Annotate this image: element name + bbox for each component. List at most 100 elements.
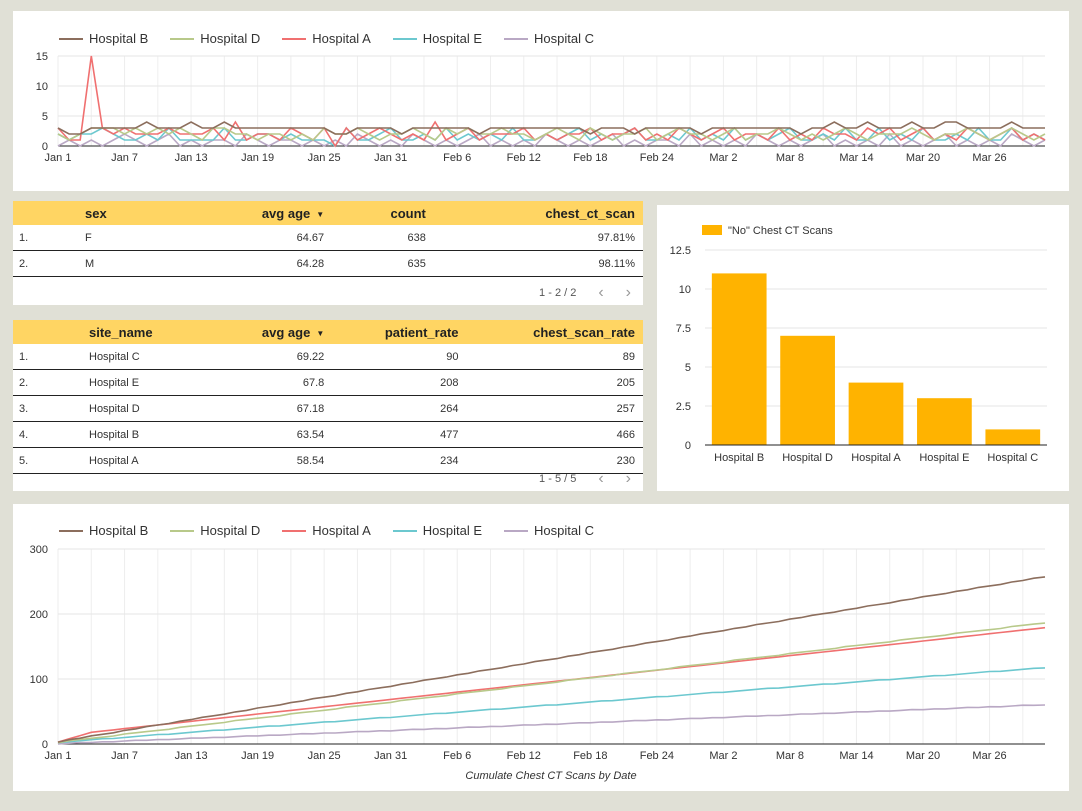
cell-avg-age: 63.54 (215, 421, 333, 448)
legend-item-hospital-a[interactable]: Hospital A (282, 31, 371, 46)
chart-legend: Hospital B Hospital D Hospital A Hospital E… (59, 523, 616, 538)
cell-chest-ct-scan: 97.81% (433, 225, 643, 251)
x-tick-label: Feb 18 (573, 750, 607, 762)
legend-item-hospital-a[interactable]: Hospital A (282, 523, 371, 538)
legend-swatch (170, 37, 195, 40)
cumulative-scans-line-chart: 0 100 200 300 Jan 1 Jan 7 Jan 13 Jan 19 Jan 25 Ja… (30, 544, 1046, 782)
x-tick-label: Mar 14 (839, 750, 873, 762)
series-line-hospital-d (57, 126, 1046, 142)
x-tick-label: Mar 8 (776, 750, 804, 762)
legend-label: Hospital E (422, 523, 483, 538)
cell-chest-scan-rate: 257 (466, 395, 643, 422)
cell-avg-age: 64.67 (177, 225, 333, 251)
y-tick-label: 7.5 (676, 323, 691, 335)
bar-hospital-b (711, 273, 767, 445)
column-header-sex[interactable]: sex (51, 201, 178, 225)
y-tick-label: 10 (679, 284, 691, 296)
table-row[interactable]: 5. Hospital A 58.54 234 230 (13, 447, 643, 474)
legend-item-hospital-c[interactable]: Hospital C (504, 523, 594, 538)
sex-table: sex avg age ▼ count chest_ct_scan 1. F 64.6… (13, 201, 643, 277)
cell-avg-age: 64.28 (177, 250, 333, 277)
daily-scans-line-chart: 0 5 10 15 Jan 1 Jan 7 Jan 13 Jan 19 Jan 25 Jan 31… (36, 51, 1046, 164)
cell-avg-age: 67.8 (215, 369, 333, 396)
legend-item-hospital-b[interactable]: Hospital B (59, 523, 148, 538)
legend-label: "No" Chest CT Scans (728, 225, 833, 237)
x-tick-label: Jan 19 (241, 750, 274, 762)
chevron-right-icon[interactable]: › (625, 284, 631, 301)
x-tick-label: Jan 25 (308, 152, 341, 164)
x-tick-label: Feb 18 (573, 152, 607, 164)
cell-count: 638 (332, 225, 434, 251)
caret-down-icon[interactable]: ▼ (316, 328, 325, 338)
x-tick-label: Mar 8 (776, 152, 804, 164)
table-row[interactable]: 2. Hospital E 67.8 208 205 (13, 369, 643, 396)
y-tick-label: 100 (30, 674, 48, 686)
legend-item-hospital-c[interactable]: Hospital C (504, 31, 594, 46)
cell-patient-rate: 234 (332, 447, 467, 474)
y-tick-label: 0 (42, 739, 48, 751)
x-tick-label: Hospital A (851, 452, 901, 464)
cell-patient-rate: 90 (332, 344, 467, 370)
site-table-pager: 1 - 5 / 5 ‹ › (539, 470, 631, 487)
x-tick-label: Mar 26 (972, 152, 1006, 164)
column-header-count[interactable]: count (332, 201, 434, 225)
legend-swatch (59, 37, 83, 40)
cell-site-name: Hospital D (51, 395, 216, 422)
cell-site-name: Hospital B (51, 421, 216, 448)
column-header-patient-rate[interactable]: patient_rate (332, 320, 467, 344)
sex-table-card: sex avg age ▼ count chest_ct_scan 1. F 64.6… (13, 201, 643, 305)
cell-patient-rate: 208 (332, 369, 467, 396)
legend-item-hospital-e[interactable]: Hospital E (392, 31, 482, 46)
legend-swatch (59, 529, 83, 532)
table-row[interactable]: 4. Hospital B 63.54 477 466 (13, 421, 643, 448)
table-row[interactable]: 2. M 64.28 635 98.11% (13, 250, 643, 277)
x-tick-label: Mar 20 (906, 750, 940, 762)
legend-item-hospital-d[interactable]: Hospital D (170, 31, 260, 46)
legend-label: Hospital B (89, 523, 149, 538)
column-header-chest-ct-scan[interactable]: chest_ct_scan (433, 201, 643, 225)
table-row[interactable]: 1. Hospital C 69.22 90 89 (13, 344, 643, 370)
cell-chest-scan-rate: 466 (466, 421, 643, 448)
cell-avg-age: 58.54 (215, 447, 333, 474)
series-line-hospital-b (57, 121, 1045, 135)
legend-swatch (392, 529, 417, 532)
x-tick-label: Feb 6 (443, 152, 471, 164)
cell-patient-rate: 264 (332, 395, 467, 422)
x-tick-label: Jan 25 (308, 750, 341, 762)
x-tick-label: Hospital D (782, 452, 833, 464)
chevron-right-icon[interactable]: › (625, 470, 631, 487)
table-row[interactable]: 1. F 64.67 638 97.81% (13, 225, 643, 251)
cell-idx: 3. (13, 395, 51, 422)
x-tick-label: Mar 20 (906, 152, 940, 164)
column-header-avg-age[interactable]: avg age ▼ (215, 320, 333, 344)
chevron-left-icon[interactable]: ‹ (598, 470, 604, 487)
legend-label: Hospital C (534, 31, 594, 46)
cell-avg-age: 69.22 (215, 344, 333, 370)
series-line-hospital-e (57, 667, 1046, 744)
column-header-chest-scan-rate[interactable]: chest_scan_rate (466, 320, 643, 344)
y-tick-label: 5 (42, 111, 48, 123)
chevron-left-icon[interactable]: ‹ (598, 284, 604, 301)
y-tick-label: 2.5 (676, 401, 691, 413)
y-tick-label: 15 (36, 51, 48, 63)
chart-legend: Hospital B Hospital D Hospital A Hospital E… (59, 31, 616, 46)
cell-count: 635 (332, 250, 434, 277)
x-tick-label: Hospital B (714, 452, 764, 464)
legend-item-hospital-b[interactable]: Hospital B (59, 31, 148, 46)
legend-item-hospital-e[interactable]: Hospital E (392, 523, 483, 538)
legend-swatch (282, 529, 307, 532)
caret-down-icon[interactable]: ▼ (316, 209, 325, 219)
cell-site-name: Hospital C (51, 344, 216, 370)
cell-chest-scan-rate: 89 (466, 344, 643, 370)
legend-item-hospital-d[interactable]: Hospital D (170, 523, 260, 538)
cell-idx: 2. (13, 369, 51, 396)
cell-chest-scan-rate: 205 (466, 369, 643, 396)
series-line-hospital-a (57, 55, 1046, 148)
sex-table-pager: 1 - 2 / 2 ‹ › (539, 284, 631, 301)
legend-swatch (504, 529, 529, 532)
column-header-site-name[interactable]: site_name (51, 320, 216, 344)
table-row[interactable]: 3. Hospital D 67.18 264 257 (13, 395, 643, 422)
column-header-avg-age[interactable]: avg age ▼ (177, 201, 333, 225)
x-tick-label: Hospital C (987, 452, 1038, 464)
x-tick-label: Jan 13 (175, 750, 208, 762)
